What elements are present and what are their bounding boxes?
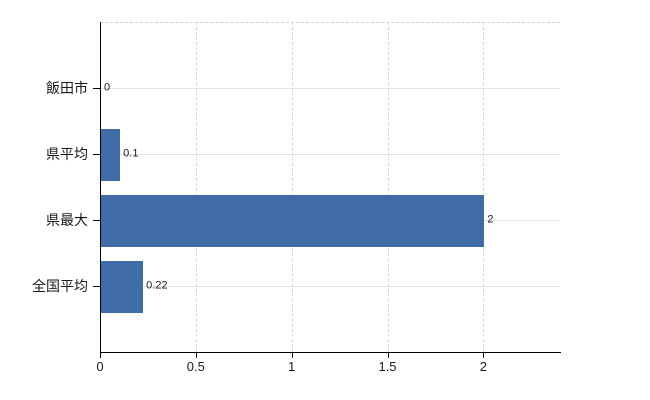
x-axis-tick (195, 353, 197, 358)
y-axis-tick (93, 286, 100, 287)
x-axis-line (100, 352, 561, 353)
bar-value-label: 0.22 (146, 279, 168, 292)
x-tick-label: 2 (479, 359, 487, 374)
plot-top-border (100, 22, 560, 23)
vertical-gridline (483, 22, 485, 352)
bar-3 (101, 261, 144, 313)
bar-1 (101, 129, 121, 181)
y-axis-tick (93, 220, 100, 221)
category-label-0: 飯田市 (46, 80, 88, 96)
plot-area: 0 0.1 2 0.22 (100, 22, 560, 352)
category-label-1: 県平均 (46, 146, 88, 162)
y-axis-tick (93, 154, 100, 155)
bar-value-label: 0.1 (123, 147, 139, 160)
vertical-gridline (195, 22, 197, 352)
vertical-gridline (291, 22, 293, 352)
y-axis-line (100, 22, 101, 352)
vertical-gridline (387, 22, 389, 352)
y-axis-tick (93, 88, 100, 89)
x-tick-label: 0.5 (186, 359, 205, 374)
category-label-2: 県最大 (46, 212, 88, 228)
horizontal-gridline (101, 286, 560, 287)
horizontal-gridline (101, 154, 560, 155)
horizontal-gridline (101, 88, 560, 89)
x-axis-tick (387, 353, 389, 358)
bar-value-label: 2 (487, 213, 494, 226)
x-tick-label: 1 (288, 359, 296, 374)
x-axis-tick (100, 353, 101, 358)
category-label-3: 全国平均 (32, 278, 88, 294)
x-tick-label: 0 (96, 359, 104, 374)
x-axis-tick (291, 353, 293, 358)
x-axis-tick (483, 353, 485, 358)
x-tick-label: 1.5 (378, 359, 397, 374)
bar-2 (101, 195, 485, 247)
bar-value-label: 0 (104, 81, 111, 94)
